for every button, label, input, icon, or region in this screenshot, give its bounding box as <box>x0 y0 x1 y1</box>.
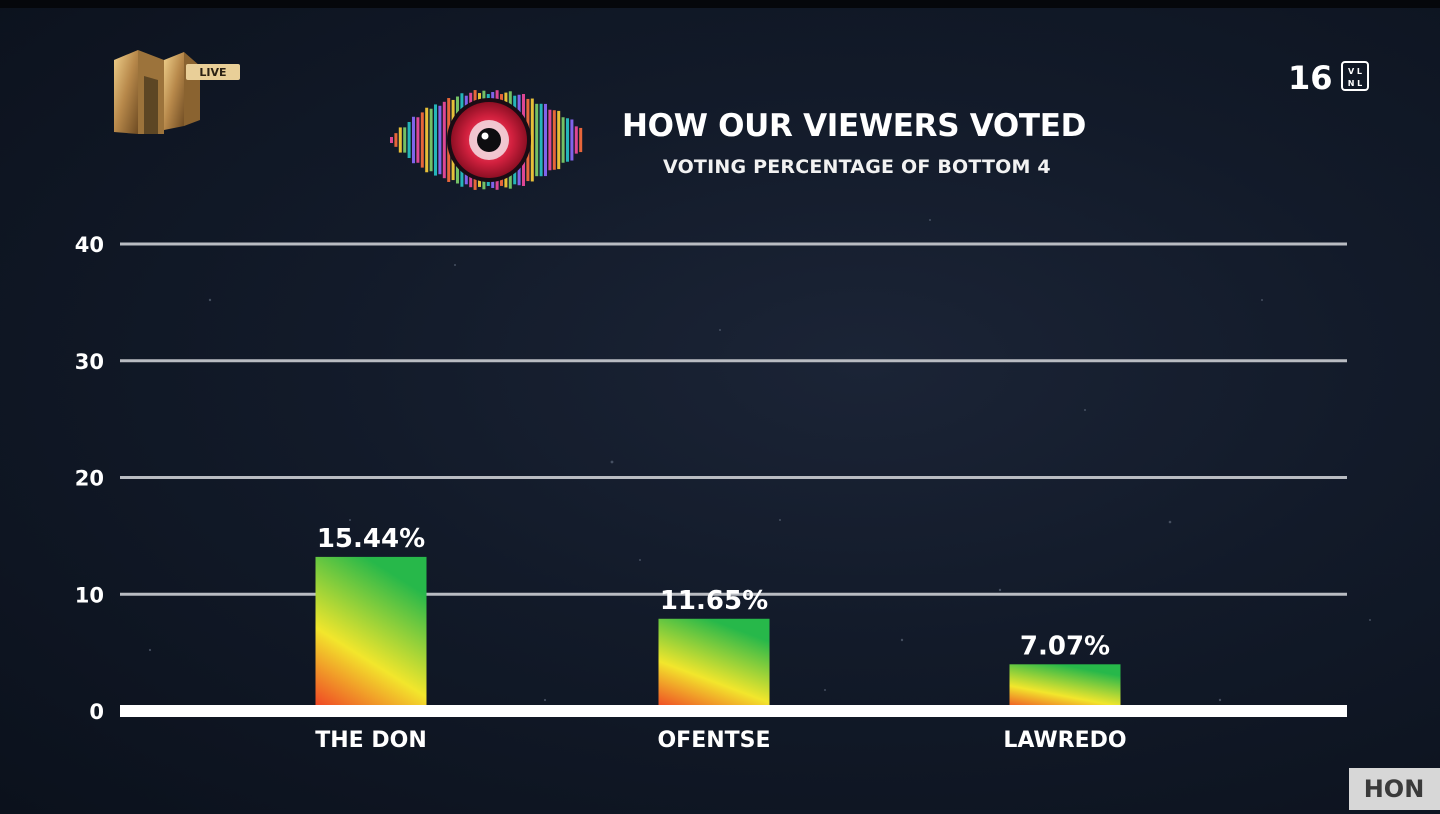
svg-text:N L: N L <box>1348 79 1363 88</box>
big-brother-eye-icon <box>390 90 583 190</box>
mm-channel-logo-icon: LIVE <box>114 50 240 134</box>
bar-value-label: 7.07% <box>1020 631 1110 661</box>
live-badge-label: LIVE <box>199 66 226 79</box>
x-category-label: OFENTSE <box>657 728 770 753</box>
bar-ofentse <box>658 618 770 711</box>
y-tick-label: 30 <box>75 350 104 374</box>
age-rating-badge: 16 V L N L <box>1288 58 1374 97</box>
svg-text:V L: V L <box>1348 67 1362 76</box>
chart-subtitle: VOTING PERCENTAGE OF BOTTOM 4 <box>663 156 1051 178</box>
watermark-text: HON <box>1364 775 1425 803</box>
bar-value-label: 11.65% <box>660 586 768 616</box>
bar-the-don <box>315 556 427 711</box>
chart-title: HOW OUR VIEWERS VOTED <box>622 108 1087 144</box>
y-tick-label: 20 <box>75 467 104 491</box>
x-category-label: THE DON <box>315 728 426 753</box>
bar-value-label: 15.44% <box>317 524 425 554</box>
hon-watermark-icon: HON <box>1349 768 1440 810</box>
y-tick-label: 10 <box>75 583 104 607</box>
show-logo <box>384 70 594 205</box>
y-tick-label: 0 <box>89 700 104 724</box>
watermark: HON <box>1349 768 1440 810</box>
bar-lawredo <box>1009 664 1121 711</box>
rating-number: 16 <box>1288 59 1333 94</box>
top-border <box>0 0 1440 8</box>
y-tick-label: 40 <box>75 233 104 257</box>
x-axis-baseline <box>120 705 1347 717</box>
channel-logo: LIVE <box>108 46 248 142</box>
x-category-label: LAWREDO <box>1003 728 1126 753</box>
